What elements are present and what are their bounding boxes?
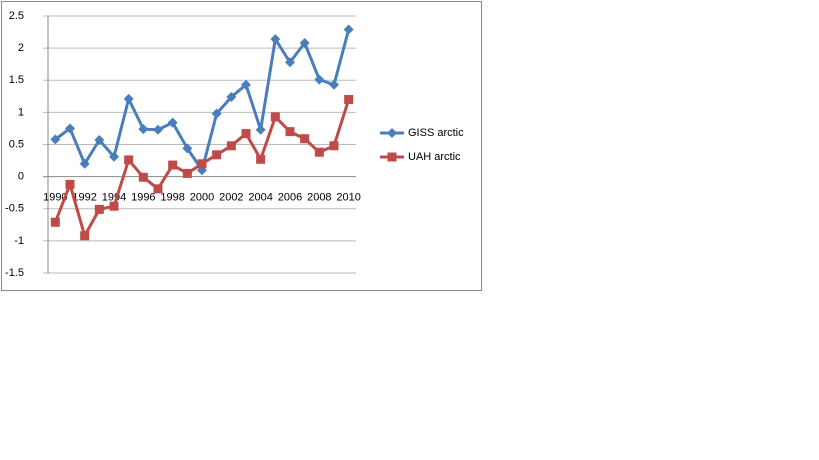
data-point	[138, 124, 149, 135]
data-point	[109, 151, 119, 162]
legend-marker	[387, 128, 397, 138]
data-point	[329, 79, 339, 90]
x-tick-label: 2010	[336, 192, 360, 204]
data-point	[94, 204, 104, 214]
data-point	[270, 34, 281, 45]
data-point	[314, 74, 325, 85]
data-point	[124, 155, 134, 165]
x-tick-label: 2002	[219, 192, 243, 204]
data-point	[109, 201, 119, 211]
y-tick-label: -1.5	[5, 267, 24, 279]
y-tick-label: 0	[18, 171, 24, 183]
data-point	[314, 147, 324, 157]
x-tick-label: 1994	[102, 192, 126, 204]
data-point	[344, 95, 354, 105]
data-point	[153, 124, 163, 135]
data-point	[226, 91, 237, 102]
x-tick-label: 2004	[248, 192, 272, 204]
data-point	[79, 158, 90, 169]
x-tick-label: 2008	[307, 192, 331, 204]
x-tick-label: 1990	[43, 192, 67, 204]
chart-border	[1, 1, 482, 291]
y-tick-label: 1.5	[9, 74, 24, 86]
data-point	[65, 123, 75, 134]
legend-marker	[387, 152, 397, 162]
data-point	[255, 124, 266, 135]
legend-label: GISS arctic	[408, 127, 464, 139]
data-point	[212, 150, 222, 160]
data-point	[256, 154, 266, 164]
data-point	[94, 135, 105, 146]
data-point	[285, 127, 295, 137]
data-point	[65, 179, 75, 189]
data-point	[241, 129, 251, 139]
x-tick-label: 1998	[160, 192, 184, 204]
data-point	[299, 37, 310, 48]
x-tick-label: 2006	[278, 192, 302, 204]
data-point	[343, 24, 354, 35]
data-point	[285, 57, 295, 68]
legend-label: UAH arctic	[408, 151, 461, 163]
y-tick-label: 0.5	[9, 138, 24, 150]
data-point	[226, 141, 236, 151]
data-point	[329, 141, 339, 151]
y-tick-label: 1	[18, 106, 24, 118]
y-tick-label: 2.5	[9, 10, 24, 22]
y-tick-label: 2	[18, 42, 24, 54]
data-point	[182, 168, 192, 178]
data-point	[197, 159, 207, 169]
data-point	[270, 112, 280, 122]
x-tick-label: 1996	[131, 192, 155, 204]
data-point	[153, 184, 163, 194]
y-tick-label: -0.5	[5, 203, 24, 215]
data-point	[241, 79, 251, 90]
data-point	[168, 160, 178, 170]
data-point	[138, 172, 148, 182]
data-point	[50, 134, 61, 145]
data-point	[182, 143, 193, 154]
y-tick-label: -1	[14, 235, 24, 247]
data-point	[50, 217, 60, 227]
x-tick-label: 2000	[190, 192, 214, 204]
data-point	[211, 108, 222, 119]
data-point	[167, 117, 178, 128]
data-point	[300, 134, 310, 144]
x-tick-label: 1992	[72, 192, 96, 204]
data-point	[123, 93, 134, 104]
data-point	[80, 231, 90, 241]
